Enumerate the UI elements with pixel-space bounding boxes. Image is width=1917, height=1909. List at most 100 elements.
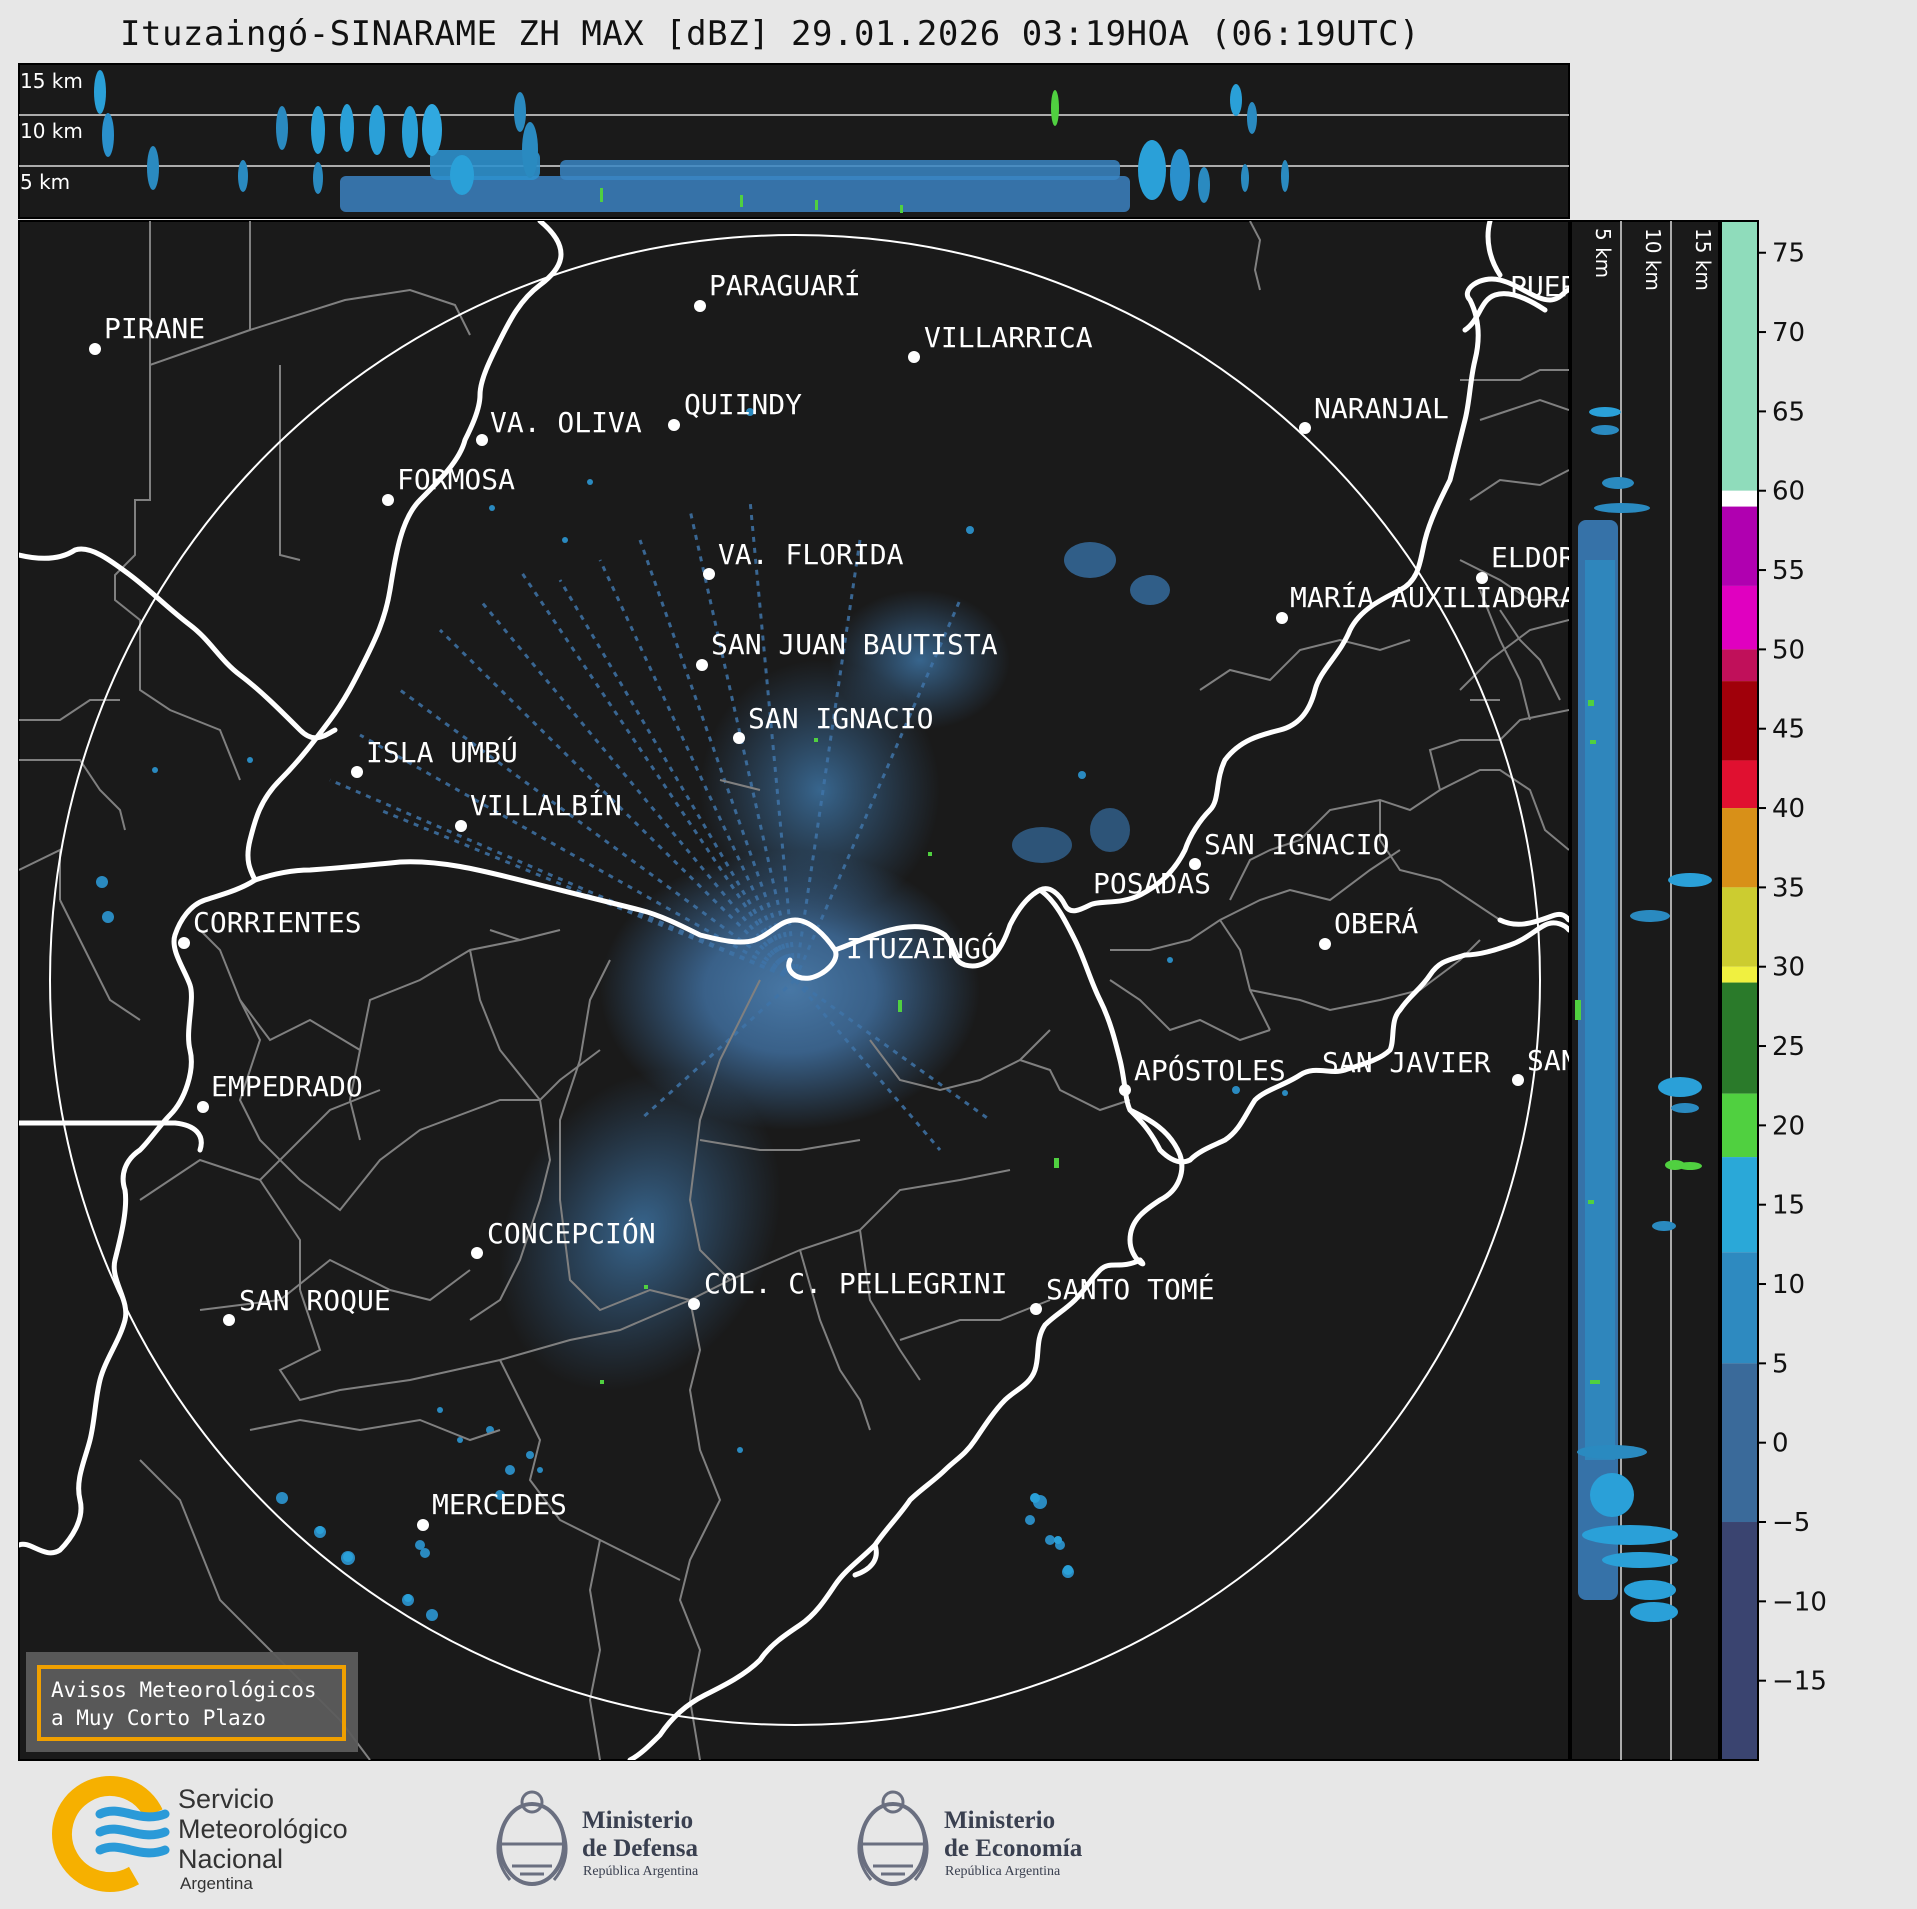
defensa-line1: Ministerio	[582, 1807, 693, 1834]
colorbar-segment	[1721, 221, 1758, 491]
colorbar-segment	[1721, 1157, 1758, 1253]
warning-box[interactable]: Avisos Meteorológicos a Muy Corto Plazo	[26, 1652, 358, 1752]
city-marker	[223, 1314, 235, 1326]
colorbar-segment	[1721, 649, 1758, 682]
smn-line3: Nacional	[178, 1844, 283, 1874]
colorbar-tick-label: 30	[1772, 953, 1805, 983]
city-marker	[1476, 572, 1488, 584]
smn-line1: Servicio	[178, 1784, 274, 1814]
colorbar-segment	[1721, 506, 1758, 586]
city-marker	[471, 1247, 483, 1259]
colorbar-tick-label: 40	[1772, 794, 1805, 824]
colorbar-segment	[1721, 585, 1758, 650]
city-label: APÓSTOLES	[1134, 1053, 1286, 1087]
top-height-label-10: 10 km	[20, 119, 83, 143]
city-label: VA. FLORIDA	[718, 538, 904, 571]
smn-line4: Argentina	[180, 1874, 253, 1893]
city-marker	[694, 300, 706, 312]
city-label: SAN JAVIER	[1322, 1046, 1491, 1079]
city-labels: PARAGUARÍ VILLARRICA PIRANE QUIINDY VA. …	[89, 268, 1626, 1531]
economia-line3: República Argentina	[945, 1864, 1061, 1879]
radar-map: PARAGUARÍ VILLARRICA PIRANE QUIINDY VA. …	[18, 220, 1626, 1761]
city-label: SAN IGNACIO	[748, 702, 933, 735]
colorbar-segments	[1721, 221, 1758, 1760]
city-marker	[1276, 612, 1288, 624]
colorbar-tick-label: −10	[1772, 1587, 1827, 1617]
colorbar-segment	[1721, 982, 1758, 1094]
city-marker	[351, 766, 363, 778]
colorbar-segment	[1721, 1363, 1758, 1523]
top-height-label-15: 15 km	[20, 69, 83, 93]
colorbar-segment	[1721, 681, 1758, 761]
city-label: SAN IGNACIO	[1204, 828, 1389, 861]
smn-emblem-icon	[52, 1776, 170, 1892]
city-marker	[688, 1298, 700, 1310]
rivers	[19, 221, 1569, 1760]
national-shield-icon	[857, 1790, 929, 1886]
colorbar-tick-label: 45	[1772, 715, 1805, 745]
scattered-cells	[96, 408, 1288, 1621]
top-height-label-5: 5 km	[20, 170, 70, 194]
range-ring	[49, 234, 1541, 1726]
city-label: PIRANE	[104, 312, 205, 345]
top-height-panel: 15 km 10 km 5 km	[18, 63, 1570, 219]
city-label: SAN ROQUE	[239, 1284, 391, 1317]
colorbar-tick-label: 60	[1772, 477, 1805, 507]
city-label: VILLALBÍN	[470, 788, 622, 822]
city-label: ITUZAINGÓ	[846, 931, 998, 965]
colorbar-tick-label: −5	[1772, 1508, 1810, 1538]
colorbar-segment	[1721, 808, 1758, 888]
colorbar-segment	[1721, 760, 1758, 809]
city-label: NARANJAL	[1314, 392, 1449, 425]
city-marker	[1319, 938, 1331, 950]
colorbar-segment	[1721, 1252, 1758, 1364]
city-label: SAN JUAN BAUTISTA	[711, 628, 998, 661]
city-label: VILLARRICA	[924, 321, 1093, 354]
city-marker	[1189, 858, 1201, 870]
defensa-line3: República Argentina	[583, 1864, 699, 1879]
city-marker	[417, 1519, 429, 1531]
city-marker	[455, 820, 467, 832]
colorbar-tick-label: −15	[1772, 1667, 1827, 1697]
colorbar-tick-label: 70	[1772, 318, 1805, 348]
warning-box-line1: Avisos Meteorológicos	[51, 1678, 317, 1702]
city-label: CORRIENTES	[193, 906, 362, 939]
city-marker	[382, 494, 394, 506]
city-marker	[1119, 1084, 1131, 1096]
city-marker	[89, 343, 101, 355]
city-label: COL. C. PELLEGRINI	[704, 1267, 1007, 1300]
city-marker	[197, 1101, 209, 1113]
city-marker	[733, 732, 745, 744]
colorbar-segment	[1721, 1093, 1758, 1158]
city-label: VA. OLIVA	[490, 406, 642, 439]
city-marker	[703, 568, 715, 580]
colorbar-tick-label: 55	[1772, 556, 1805, 586]
green-cells	[600, 738, 1059, 1384]
city-label: ELDORADO	[1491, 541, 1626, 574]
city-label: POSADAS	[1093, 867, 1211, 900]
city-label: SANTO TOMÉ	[1046, 1272, 1215, 1306]
city-marker	[1299, 422, 1311, 434]
radar-figure: 15 km 10 km 5 km	[18, 63, 1827, 1761]
colorbar-tick-label: 20	[1772, 1111, 1805, 1141]
smn-line2: Meteorológico	[178, 1814, 348, 1844]
city-label: QUIINDY	[684, 388, 802, 421]
city-marker	[178, 937, 190, 949]
city-marker	[696, 659, 708, 671]
city-marker	[476, 434, 488, 446]
economia-line1: Ministerio	[944, 1807, 1055, 1834]
defensa-logo: Ministerio de Defensa República Argentin…	[496, 1790, 699, 1886]
city-label: ISLA UMBÚ	[366, 735, 518, 769]
colorbar-tick-label: 65	[1772, 397, 1805, 427]
city-marker	[668, 419, 680, 431]
city-label: OBERÁ	[1334, 906, 1418, 940]
colorbar-segment	[1721, 1522, 1758, 1760]
side-panel-echoes	[1575, 221, 1712, 1760]
city-label: EMPEDRADO	[211, 1070, 363, 1103]
economia-logo: Ministerio de Economía República Argenti…	[857, 1790, 1083, 1886]
colorbar-tick-label: 0	[1772, 1429, 1789, 1459]
colorbar-tick-label: 15	[1772, 1191, 1805, 1221]
city-label: PARAGUARÍ	[709, 268, 861, 302]
footer-logos: Servicio Meteorológico Nacional Argentin…	[52, 1776, 1083, 1893]
